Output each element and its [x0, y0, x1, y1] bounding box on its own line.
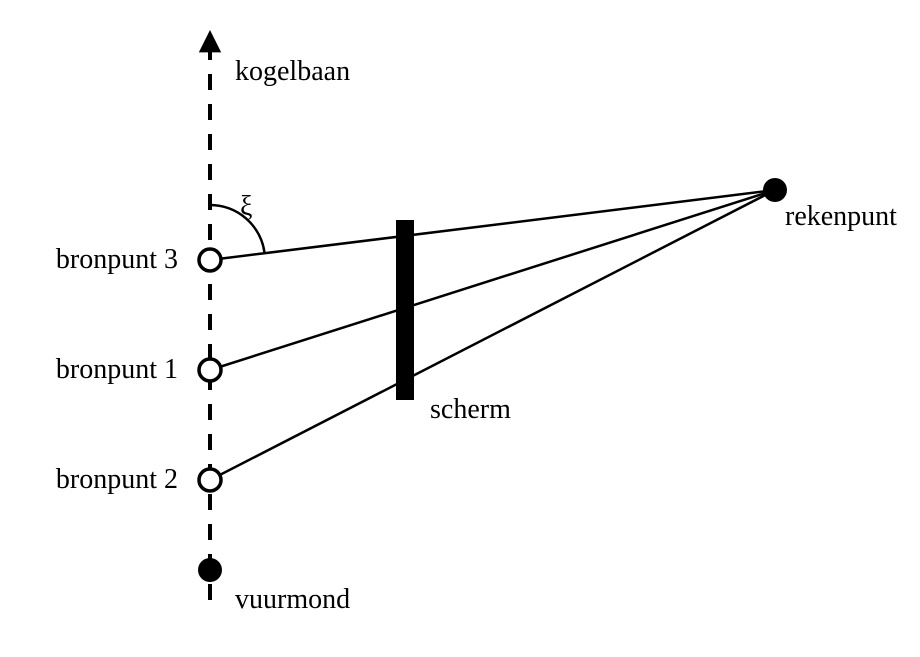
- label-angle: ξ: [240, 191, 252, 222]
- ray-source1-to-receiver: [210, 190, 775, 370]
- point-muzzle: [198, 558, 222, 582]
- angle-arc: [210, 205, 265, 253]
- point-receiver: [763, 178, 787, 202]
- point-source2: [199, 469, 221, 491]
- ray-source3-to-receiver: [210, 190, 775, 260]
- ray-source2-to-receiver: [210, 190, 775, 480]
- label-receiver: rekenpunt: [785, 201, 897, 232]
- label-source2: bronpunt 2: [56, 464, 178, 495]
- point-source3: [199, 249, 221, 271]
- label-source3: bronpunt 3: [56, 244, 178, 275]
- label-screen: scherm: [430, 394, 511, 425]
- screen-bar: [396, 220, 414, 400]
- label-trajectory: kogelbaan: [235, 56, 350, 87]
- label-muzzle: vuurmond: [235, 584, 350, 615]
- trajectory-arrowhead: [199, 30, 221, 52]
- point-source1: [199, 359, 221, 381]
- label-source1: bronpunt 1: [56, 354, 178, 385]
